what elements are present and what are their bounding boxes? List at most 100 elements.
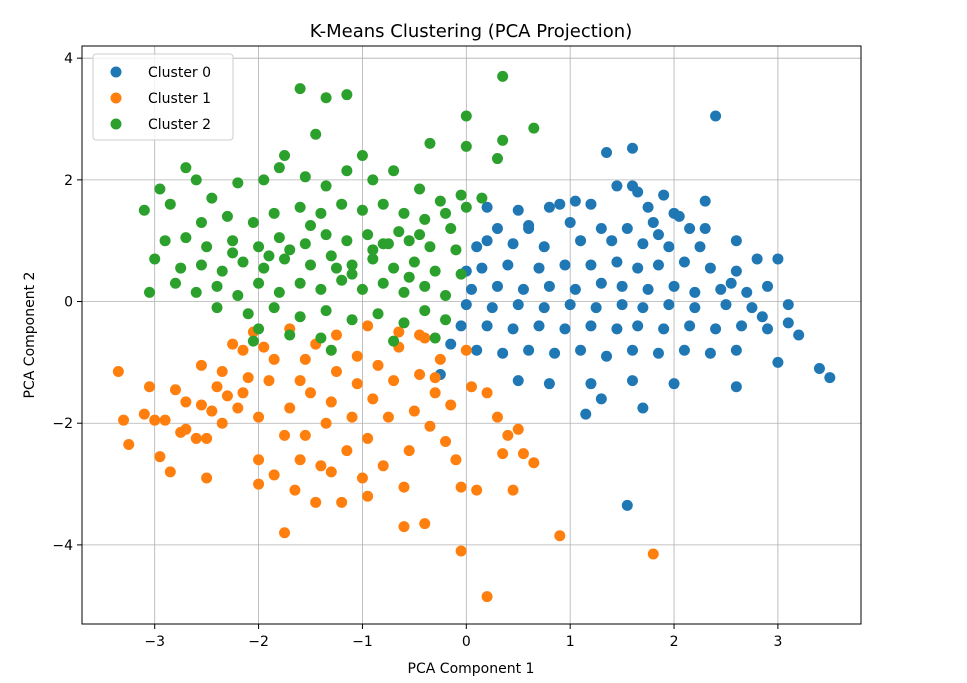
scatter-point [782, 317, 794, 329]
scatter-point [445, 223, 457, 235]
scatter-point [164, 198, 176, 210]
scatter-point [543, 280, 555, 292]
scatter-point [730, 265, 742, 277]
scatter-point [154, 183, 166, 195]
scatter-point [372, 308, 384, 320]
scatter-point [237, 256, 249, 268]
scatter-point [299, 429, 311, 441]
scatter-point [528, 457, 540, 469]
scatter-point [450, 454, 462, 466]
scatter-point [393, 326, 405, 338]
scatter-point [190, 432, 202, 444]
scatter-point [388, 335, 400, 347]
scatter-point [668, 280, 680, 292]
scatter-point [554, 198, 566, 210]
scatter-point [626, 142, 638, 154]
scatter-point [658, 189, 670, 201]
scatter-point [569, 283, 581, 295]
scatter-point [377, 238, 389, 250]
scatter-point [481, 201, 493, 213]
scatter-point [195, 216, 207, 228]
scatter-point [377, 277, 389, 289]
scatter-point [237, 344, 249, 356]
scatter-point [491, 223, 503, 235]
scatter-point [227, 235, 239, 247]
scatter-point [299, 238, 311, 250]
scatter-point [782, 299, 794, 311]
scatter-point [512, 204, 524, 216]
scatter-point [403, 271, 415, 283]
scatter-point [632, 186, 644, 198]
scatter-point [824, 372, 836, 384]
scatter-point [294, 375, 306, 387]
scatter-point [440, 435, 452, 447]
scatter-point [414, 329, 426, 341]
scatter-point [704, 347, 716, 359]
scatter-point [232, 177, 244, 189]
scatter-point [388, 262, 400, 274]
scatter-point [517, 283, 529, 295]
scatter-point [621, 223, 633, 235]
scatter-point [543, 201, 555, 213]
x-tick-label: 1 [566, 634, 575, 650]
scatter-point [616, 280, 628, 292]
scatter-point [294, 83, 306, 95]
scatter-point [512, 299, 524, 311]
scatter-point [279, 527, 291, 539]
scatter-point [393, 226, 405, 238]
scatter-point [419, 305, 431, 317]
scatter-point [325, 250, 337, 262]
scatter-point [762, 323, 774, 335]
scatter-point [211, 381, 223, 393]
scatter-point [367, 244, 379, 256]
scatter-point [284, 329, 296, 341]
scatter-point [211, 302, 223, 314]
scatter-point [663, 299, 675, 311]
scatter-point [606, 235, 618, 247]
scatter-point [398, 207, 410, 219]
scatter-point [460, 344, 472, 356]
scatter-point [180, 423, 192, 435]
scatter-point [341, 235, 353, 247]
scatter-point [601, 350, 613, 362]
scatter-point [149, 414, 161, 426]
scatter-point [325, 466, 337, 478]
scatter-point [481, 591, 493, 603]
scatter-point [481, 235, 493, 247]
scatter-point [377, 198, 389, 210]
scatter-point [253, 478, 265, 490]
scatter-point [652, 259, 664, 271]
scatter-point [138, 408, 150, 420]
scatter-point [658, 323, 670, 335]
scatter-point [305, 387, 317, 399]
x-tick-label: −2 [248, 634, 269, 650]
scatter-point [330, 262, 342, 274]
scatter-point [367, 253, 379, 265]
data-points [112, 70, 836, 603]
scatter-point [351, 350, 363, 362]
x-axis-label: PCA Component 1 [408, 661, 535, 677]
scatter-point [169, 277, 181, 289]
scatter-point [575, 235, 587, 247]
scatter-point [455, 268, 467, 280]
scatter-point [523, 223, 535, 235]
scatter-point [512, 375, 524, 387]
scatter-point [626, 375, 638, 387]
scatter-point [201, 472, 213, 484]
scatter-point [637, 238, 649, 250]
x-tick-label: 0 [462, 634, 471, 650]
scatter-point [279, 253, 291, 265]
scatter-point [362, 320, 374, 332]
scatter-point [279, 150, 291, 162]
scatter-point [632, 262, 644, 274]
scatter-point [466, 381, 477, 393]
scatter-point [704, 262, 716, 274]
scatter-point [221, 210, 233, 222]
scatter-point [268, 353, 280, 365]
scatter-point [497, 134, 509, 146]
scatter-point [242, 308, 254, 320]
scatter-point [414, 183, 426, 195]
scatter-point [647, 216, 659, 228]
scatter-point [611, 256, 623, 268]
legend-marker [110, 92, 122, 104]
